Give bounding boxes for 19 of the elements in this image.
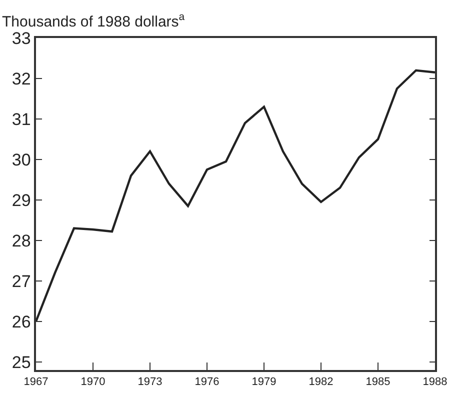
x-tick-label: 1970	[80, 376, 106, 388]
x-tick-label: 1982	[308, 376, 334, 388]
y-axis-title: Thousands of 1988 dollars$^{a}$	[2, 11, 185, 30]
x-tick-label: 1979	[252, 376, 276, 388]
x-tick-label: 1985	[366, 376, 390, 388]
line-series	[36, 69, 435, 323]
y-tick-label: 26	[12, 312, 31, 332]
x-tick-label: 1988	[422, 376, 448, 388]
x-tick-label: 1967	[24, 376, 48, 388]
y-tick-label: 28	[12, 231, 31, 250]
y-tick-label: 31	[12, 110, 31, 129]
y-tick-label: 32	[12, 69, 31, 88]
y-tick-label: 29	[12, 190, 31, 210]
x-tick-label: 1973	[138, 376, 162, 388]
y-tick-label: 25	[12, 352, 31, 372]
y-tick-label: 30	[12, 150, 31, 170]
y-tick-label: 27	[12, 272, 31, 291]
y-tick-label: 33	[12, 28, 31, 48]
x-tick-label: 1976	[194, 376, 220, 388]
